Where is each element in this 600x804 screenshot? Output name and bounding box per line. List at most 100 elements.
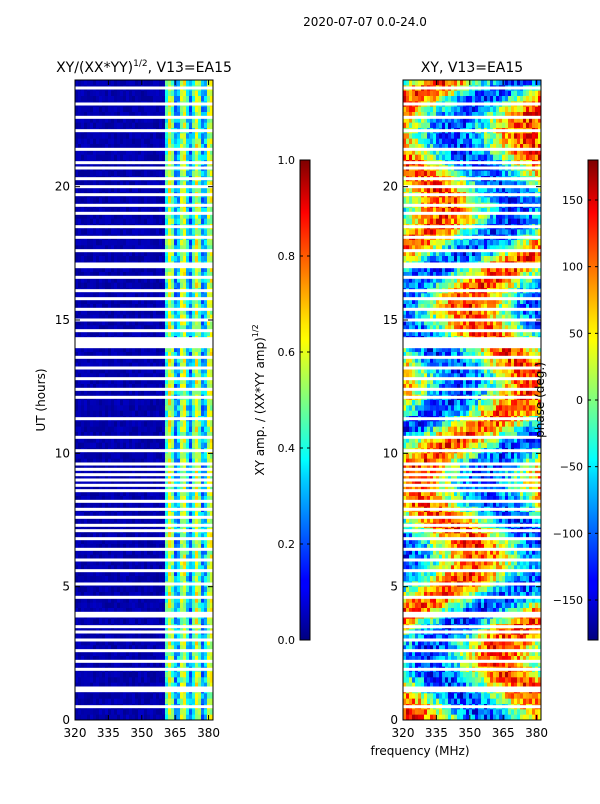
heatmap-cell [174, 618, 178, 625]
heatmap-cell [93, 549, 97, 556]
heatmap-cell [168, 208, 172, 214]
heatmap-cell [99, 592, 103, 598]
heatmap-cell [192, 154, 196, 161]
heatmap-cell [102, 458, 106, 465]
heatmap-cell [177, 197, 181, 204]
heatmap-cell [114, 298, 118, 305]
heatmap-cell [156, 352, 160, 358]
heatmap-cell [117, 357, 121, 364]
heatmap-cell [207, 405, 211, 412]
heatmap-cell [162, 389, 166, 396]
heatmap-cell [168, 362, 172, 369]
heatmap-cell [186, 346, 190, 353]
heatmap-cell [102, 602, 106, 609]
heatmap-cell [111, 458, 115, 465]
heatmap-cell [153, 245, 157, 252]
heatmap-cell [141, 576, 145, 582]
heatmap-cell [153, 432, 157, 438]
heatmap-cell [117, 213, 121, 220]
heatmap-cell [87, 314, 91, 321]
heatmap-cell [141, 368, 145, 374]
amplitude-panel: XY/(XX*YY)1/2, V13=EA15 320 335 350 365 380 … [34, 59, 232, 740]
heatmap-cell [207, 602, 211, 609]
heatmap-cell [144, 117, 148, 124]
heatmap-cell [210, 501, 214, 508]
heatmap-cell [150, 277, 154, 284]
heatmap-cell [165, 320, 169, 326]
heatmap-cell [207, 554, 211, 561]
heatmap-cell [204, 389, 208, 396]
heatmap-cell [195, 597, 199, 604]
heatmap-cell [189, 272, 193, 278]
heatmap-cell [159, 144, 163, 150]
heatmap-cell [138, 373, 142, 380]
heatmap-cell [108, 122, 112, 129]
heatmap-cell [180, 442, 184, 449]
heatmap-cell [81, 512, 85, 518]
heatmap-cell [186, 181, 190, 188]
heatmap-cell [201, 640, 205, 646]
heatmap-cell [105, 293, 109, 300]
heatmap-cell [207, 272, 211, 278]
heatmap-cell [153, 560, 157, 566]
heatmap-cell [171, 320, 175, 326]
heatmap-cell [96, 186, 100, 193]
heatmap-cell [105, 357, 109, 364]
heatmap-cell [111, 432, 115, 438]
figure-suptitle: 2020-07-07 0.0-24.0 [303, 15, 427, 29]
heatmap-cell [204, 138, 208, 145]
heatmap-cell [138, 496, 142, 502]
heatmap-cell [183, 181, 187, 188]
heatmap-cell [189, 373, 193, 380]
heatmap-cell [81, 432, 85, 438]
heatmap-cell [174, 645, 178, 652]
heatmap-cell [108, 90, 112, 97]
heatmap-cell [183, 218, 187, 225]
heatmap-cell [114, 304, 118, 310]
heatmap-cell [126, 138, 130, 145]
heatmap-cell [177, 544, 181, 550]
heatmap-cell [171, 474, 175, 481]
heatmap-cell [87, 208, 91, 214]
heatmap-cell [147, 400, 151, 406]
heatmap-cell [102, 144, 106, 150]
heatmap-cell [93, 378, 97, 385]
heatmap-cell [195, 565, 199, 572]
heatmap-cell [114, 325, 118, 332]
heatmap-cell [153, 458, 157, 465]
heatmap-cell [183, 517, 187, 524]
heatmap-cell [126, 645, 130, 652]
heatmap-cell [171, 314, 175, 321]
heatmap-cell [150, 464, 154, 470]
heatmap-cell [99, 144, 103, 150]
heatmap-cell [96, 437, 100, 444]
heatmap-cell [75, 106, 79, 113]
heatmap-cell [141, 421, 145, 428]
heatmap-cell [102, 496, 106, 502]
heatmap-cell [195, 560, 199, 566]
heatmap-cell [138, 106, 142, 113]
heatmap-cell [102, 346, 106, 353]
heatmap-cell [141, 325, 145, 332]
heatmap-cell [93, 368, 97, 374]
heatmap-cell [141, 597, 145, 604]
heatmap-cell [195, 346, 199, 353]
heatmap-cell [132, 549, 136, 556]
heatmap-cell [102, 405, 106, 412]
heatmap-cell [165, 602, 169, 609]
heatmap-cell [75, 656, 79, 662]
heatmap-cell [132, 154, 136, 161]
heatmap-cell [192, 437, 196, 444]
heatmap-cell [75, 576, 79, 582]
heatmap-cell [153, 570, 157, 577]
heatmap-cell [147, 96, 151, 102]
heatmap-cell [210, 154, 214, 161]
heatmap-cell [108, 277, 112, 284]
heatmap-cell [153, 597, 157, 604]
heatmap-cell [129, 426, 133, 433]
heatmap-cell [81, 330, 85, 337]
heatmap-cell [99, 117, 103, 124]
heatmap-cell [171, 154, 175, 161]
heatmap-cell [186, 453, 190, 460]
heatmap-cell [153, 117, 157, 124]
